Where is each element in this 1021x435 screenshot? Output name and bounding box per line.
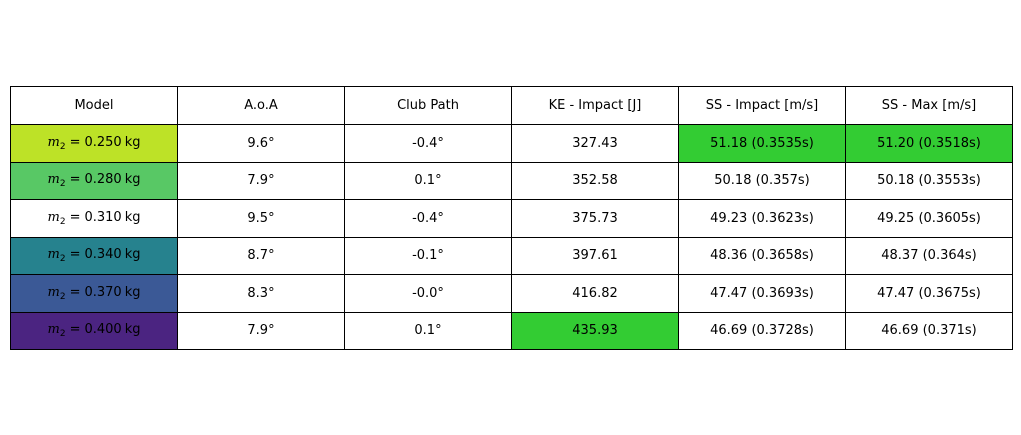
table-row: m2 = 0.400 kg 7.9° 0.1° 435.93 46.69 (0.3728s) 4… bbox=[10, 311, 1013, 350]
model-equals: = bbox=[69, 322, 81, 338]
header-aoa: A.o.A bbox=[177, 86, 345, 125]
table-row: m2 = 0.340 kg 8.7° -0.1° 397.61 48.36 (0.3658s)… bbox=[10, 236, 1013, 275]
cell-club-path: -0.1° bbox=[344, 236, 512, 275]
cell-ss-max: 51.20 (0.3518s) bbox=[845, 124, 1013, 163]
table-body: m2 = 0.250 kg 9.6° -0.4° 327.43 51.18 (0.3535s)… bbox=[10, 124, 1013, 350]
model-symbol: m bbox=[47, 209, 60, 225]
table-row: m2 = 0.250 kg 9.6° -0.4° 327.43 51.18 (0.3535s)… bbox=[10, 124, 1013, 163]
cell-aoa: 9.6° bbox=[177, 124, 345, 163]
model-unit: kg bbox=[124, 134, 141, 150]
model-subscript: 2 bbox=[59, 216, 66, 227]
model-equals: = bbox=[69, 284, 81, 300]
header-ke-impact: KE - Impact [J] bbox=[511, 86, 679, 125]
model-symbol: m bbox=[47, 322, 60, 338]
cell-aoa: 8.3° bbox=[177, 274, 345, 313]
model-unit: kg bbox=[124, 172, 141, 188]
model-value: 0.310 bbox=[84, 209, 122, 225]
cell-aoa: 8.7° bbox=[177, 236, 345, 275]
cell-ke-impact: 397.61 bbox=[511, 236, 679, 275]
model-value: 0.280 bbox=[84, 172, 122, 188]
model-symbol: m bbox=[47, 172, 60, 188]
model-unit: kg bbox=[124, 284, 141, 300]
cell-ke-impact: 327.43 bbox=[511, 124, 679, 163]
cell-ss-impact: 50.18 (0.357s) bbox=[678, 161, 846, 200]
cell-club-path: 0.1° bbox=[344, 161, 512, 200]
cell-ss-impact: 48.36 (0.3658s) bbox=[678, 236, 846, 275]
model-value: 0.400 bbox=[84, 322, 122, 338]
cell-ke-impact: 416.82 bbox=[511, 274, 679, 313]
table-row: m2 = 0.370 kg 8.3° -0.0° 416.82 47.47 (0.3693s)… bbox=[10, 274, 1013, 313]
cell-ss-max: 49.25 (0.3605s) bbox=[845, 199, 1013, 238]
cell-model: m2 = 0.340 kg bbox=[10, 236, 178, 275]
cell-ss-max: 48.37 (0.364s) bbox=[845, 236, 1013, 275]
header-club-path: Club Path bbox=[344, 86, 512, 125]
table-row: m2 = 0.280 kg 7.9° 0.1° 352.58 50.18 (0.357s) 50… bbox=[10, 161, 1013, 200]
header-model: Model bbox=[10, 86, 178, 125]
cell-club-path: 0.1° bbox=[344, 311, 512, 350]
model-subscript: 2 bbox=[59, 254, 66, 265]
cell-ke-impact: 375.73 bbox=[511, 199, 679, 238]
cell-club-path: -0.4° bbox=[344, 199, 512, 238]
model-equals: = bbox=[69, 134, 81, 150]
model-equals: = bbox=[69, 209, 81, 225]
model-value: 0.370 bbox=[84, 284, 122, 300]
cell-ss-max: 50.18 (0.3553s) bbox=[845, 161, 1013, 200]
cell-ke-impact: 435.93 bbox=[511, 311, 679, 350]
cell-model: m2 = 0.370 kg bbox=[10, 274, 178, 313]
cell-model: m2 = 0.280 kg bbox=[10, 161, 178, 200]
cell-model: m2 = 0.310 kg bbox=[10, 199, 178, 238]
model-equals: = bbox=[69, 172, 81, 188]
cell-ss-impact: 51.18 (0.3535s) bbox=[678, 124, 846, 163]
cell-ss-impact: 47.47 (0.3693s) bbox=[678, 274, 846, 313]
model-symbol: m bbox=[47, 134, 60, 150]
cell-ke-impact: 352.58 bbox=[511, 161, 679, 200]
model-value: 0.340 bbox=[84, 247, 122, 263]
cell-aoa: 7.9° bbox=[177, 161, 345, 200]
cell-aoa: 9.5° bbox=[177, 199, 345, 238]
model-unit: kg bbox=[124, 247, 141, 263]
cell-model: m2 = 0.400 kg bbox=[10, 311, 178, 350]
model-value: 0.250 bbox=[84, 134, 122, 150]
model-unit: kg bbox=[124, 209, 141, 225]
results-table: Model A.o.A Club Path KE - Impact [J] SS… bbox=[10, 86, 1013, 350]
model-subscript: 2 bbox=[59, 329, 66, 340]
model-subscript: 2 bbox=[59, 179, 66, 190]
cell-ss-max: 46.69 (0.371s) bbox=[845, 311, 1013, 350]
model-unit: kg bbox=[124, 322, 141, 338]
header-ss-max: SS - Max [m/s] bbox=[845, 86, 1013, 125]
cell-aoa: 7.9° bbox=[177, 311, 345, 350]
header-ss-impact: SS - Impact [m/s] bbox=[678, 86, 846, 125]
cell-club-path: -0.4° bbox=[344, 124, 512, 163]
cell-model: m2 = 0.250 kg bbox=[10, 124, 178, 163]
results-table-container: Model A.o.A Club Path KE - Impact [J] SS… bbox=[10, 86, 1013, 350]
cell-ss-impact: 46.69 (0.3728s) bbox=[678, 311, 846, 350]
model-symbol: m bbox=[47, 284, 60, 300]
table-row: m2 = 0.310 kg 9.5° -0.4° 375.73 49.23 (0.3623s)… bbox=[10, 199, 1013, 238]
model-subscript: 2 bbox=[59, 291, 66, 302]
model-subscript: 2 bbox=[59, 141, 66, 152]
model-equals: = bbox=[69, 247, 81, 263]
table-header-row: Model A.o.A Club Path KE - Impact [J] SS… bbox=[10, 86, 1013, 125]
model-symbol: m bbox=[47, 247, 60, 263]
cell-club-path: -0.0° bbox=[344, 274, 512, 313]
cell-ss-impact: 49.23 (0.3623s) bbox=[678, 199, 846, 238]
cell-ss-max: 47.47 (0.3675s) bbox=[845, 274, 1013, 313]
